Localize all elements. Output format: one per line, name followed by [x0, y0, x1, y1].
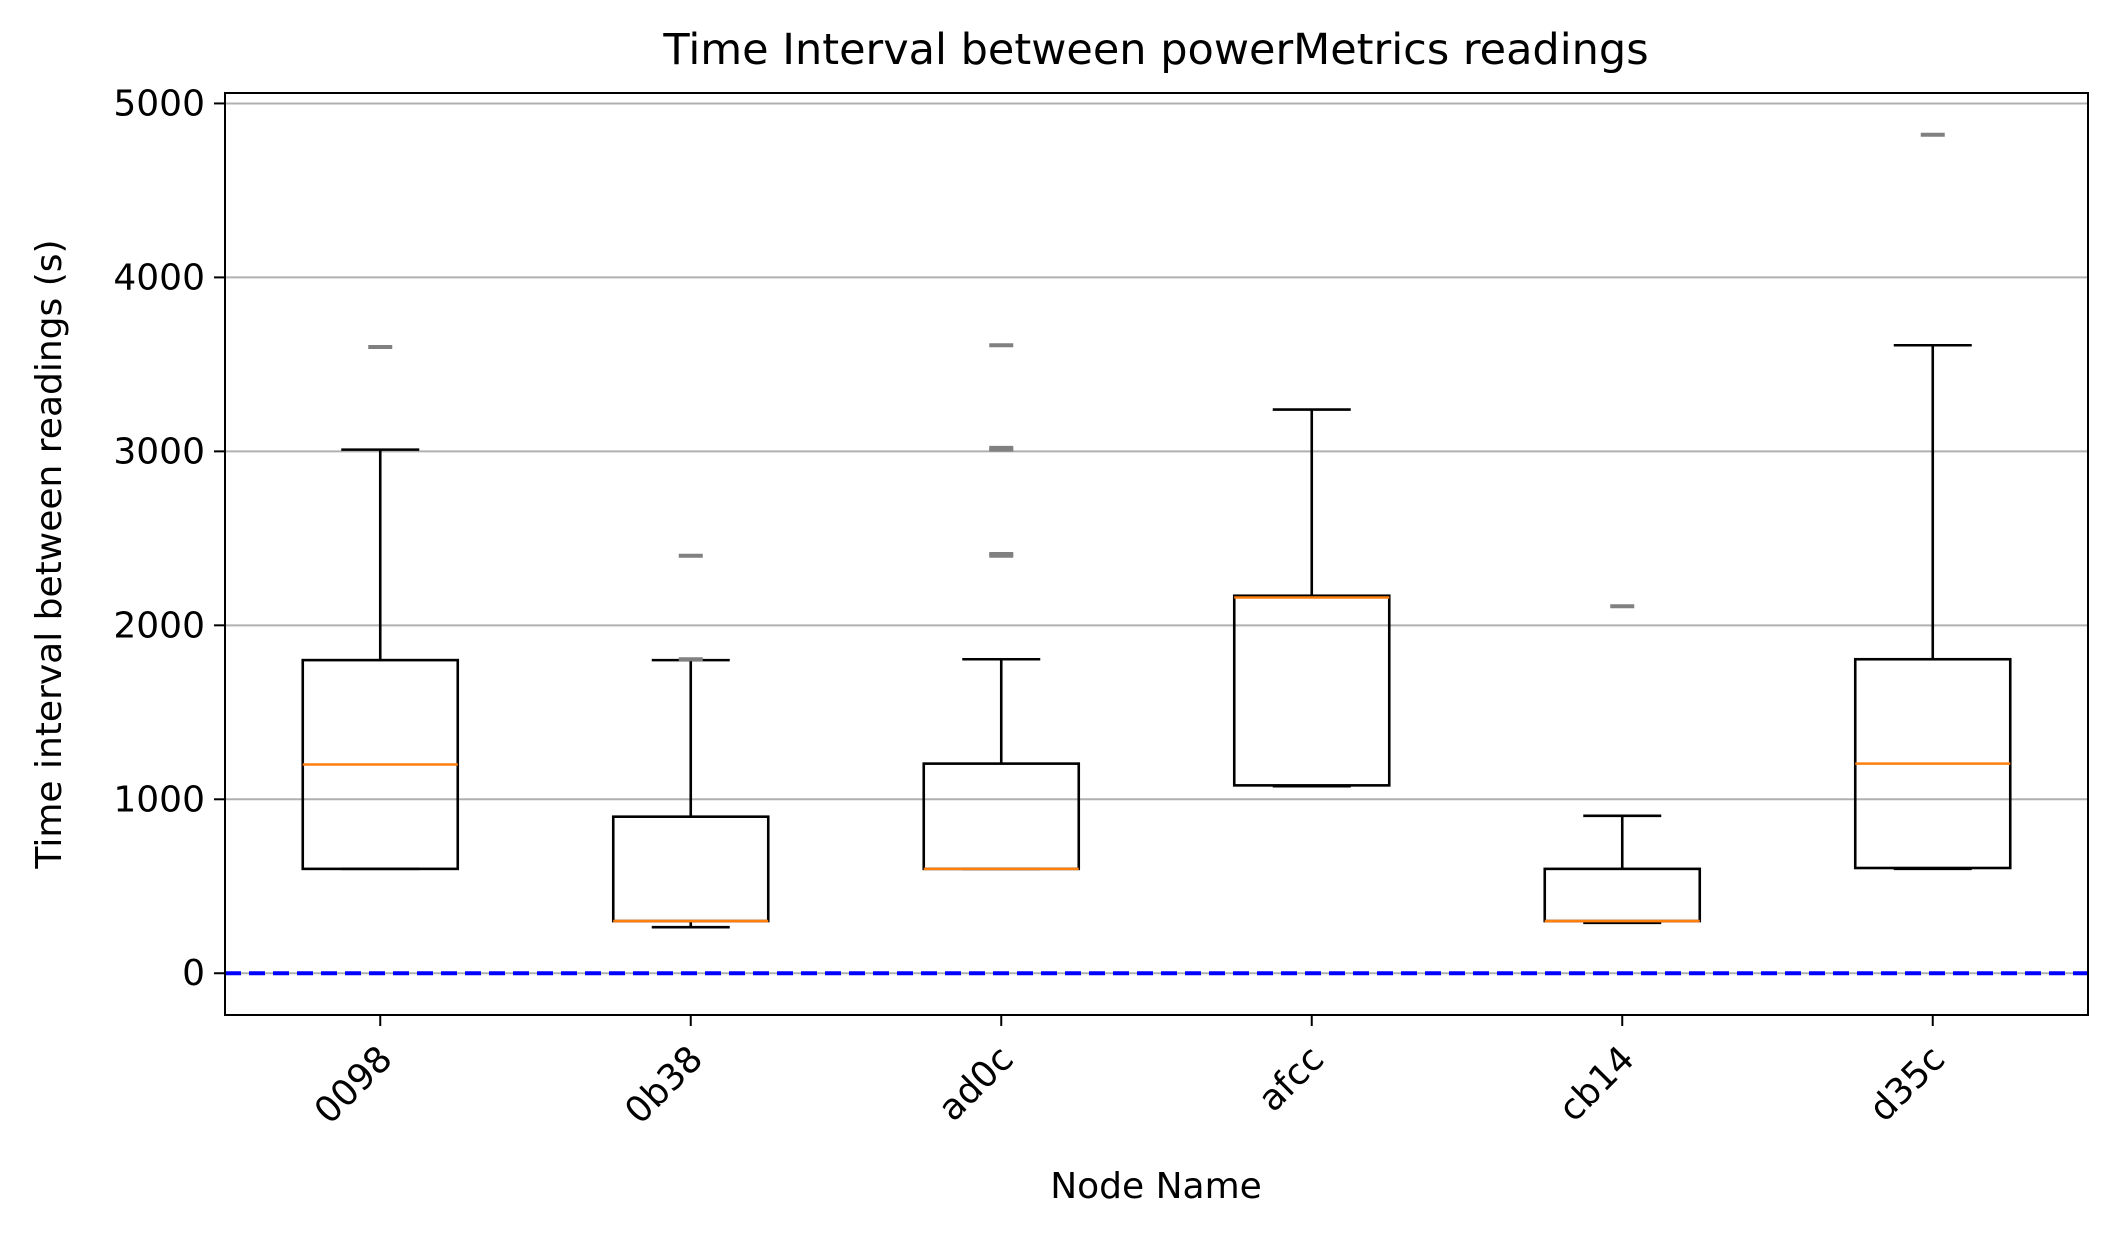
- box-group-0098: [301, 344, 460, 871]
- x-tick-label: 0b38: [617, 1038, 711, 1132]
- box-iqr: [922, 762, 1081, 871]
- box-group-d35c: [1853, 132, 2012, 871]
- box-group-ad0c: [922, 343, 1081, 871]
- grid-lines: [225, 102, 2088, 975]
- y-tick-label: 3000: [113, 431, 205, 472]
- chart-title: Time Interval between powerMetrics readi…: [662, 25, 1648, 75]
- box-group-0b38: [611, 553, 770, 929]
- box-iqr: [1543, 867, 1702, 923]
- box-iqr: [1232, 594, 1391, 787]
- plot-frame: [224, 92, 2089, 1016]
- y-tick-label: 1000: [113, 779, 205, 820]
- x-tick-label: d35c: [1862, 1038, 1954, 1130]
- box-group-cb14: [1543, 604, 1702, 925]
- x-tick-label: 0098: [307, 1038, 401, 1132]
- x-ticks: 0098 0b38 ad0c afcc cb14 d35c: [307, 1015, 1953, 1132]
- y-ticks: 0 1000 2000 3000 4000 5000: [113, 83, 225, 994]
- x-tick-label: afcc: [1251, 1038, 1333, 1120]
- boxes-layer: [301, 132, 2012, 929]
- box-group-afcc: [1232, 408, 1391, 788]
- x-axis-label: Node Name: [1050, 1166, 1262, 1207]
- y-tick-label: 5000: [113, 83, 205, 124]
- x-tick-label: ad0c: [931, 1038, 1022, 1129]
- box-iqr: [611, 815, 770, 923]
- y-axis-label: Time interval between readings (s): [29, 239, 70, 869]
- y-tick-label: 2000: [113, 605, 205, 646]
- y-tick-label: 4000: [113, 257, 205, 298]
- x-tick-label: cb14: [1551, 1038, 1643, 1130]
- y-tick-label: 0: [182, 953, 205, 994]
